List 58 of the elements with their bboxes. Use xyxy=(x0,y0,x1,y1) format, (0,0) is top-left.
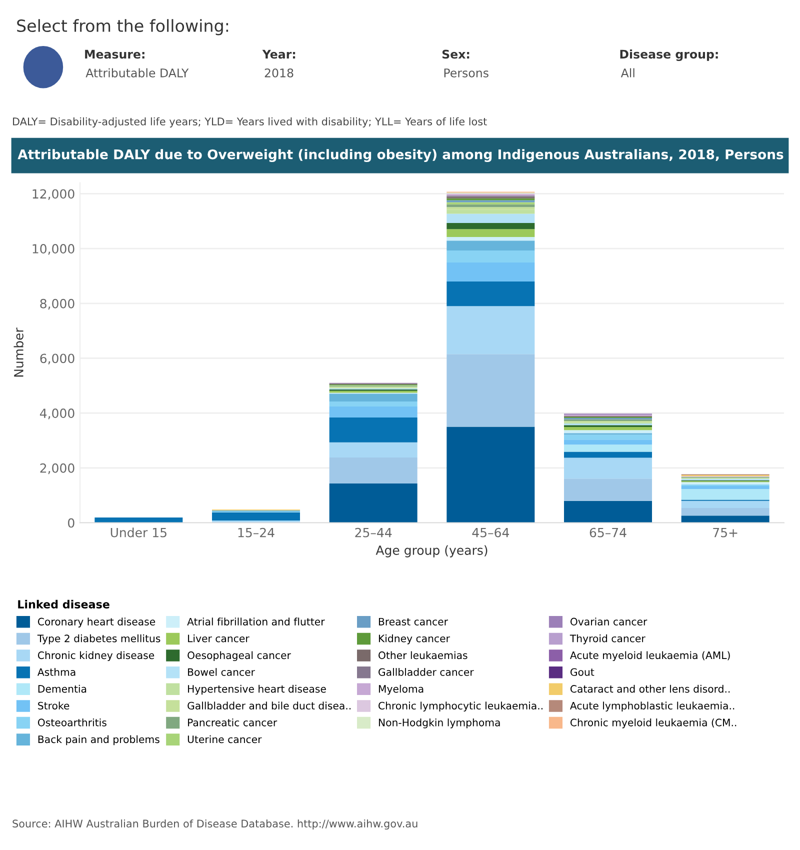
legend-label: Breast cancer xyxy=(378,618,448,626)
legend-label: Chronic lymphocytic leukaemia.. xyxy=(378,702,542,712)
y-tick-label: 4,000 xyxy=(40,408,74,420)
legend-label: Acute myeloid leukaemia (AML) xyxy=(570,651,730,662)
legend-label: Pancreatic cancer xyxy=(188,718,278,726)
legend-label: Uterine cancer xyxy=(188,735,262,744)
legend-label: Kidney cancer xyxy=(378,634,450,644)
legend-label: Oesophageal cancer xyxy=(188,651,291,662)
text: Persons xyxy=(444,68,488,78)
legend-label: Stroke xyxy=(38,702,70,710)
legend-label: Gout xyxy=(570,668,594,676)
legend-title: Linked disease xyxy=(18,600,110,608)
text: All xyxy=(620,68,634,78)
x-tick-label: 15–24 xyxy=(238,528,274,538)
legend-label: Asthma xyxy=(37,668,76,676)
text: Select from the following: xyxy=(17,19,228,36)
y-tick-label: 12,000 xyxy=(32,189,74,200)
legend-label: Dementia xyxy=(38,684,86,693)
legend-label: Coronary heart disease xyxy=(38,618,156,628)
legend-label: Chronic kidney disease xyxy=(38,651,154,662)
source-note: Source: AIHW Australian Burden of Disease Database. http://www.aihw.gov.au xyxy=(12,819,418,830)
y-tick-label: 10,000 xyxy=(32,244,74,255)
legend-label: Non-Hodgkin lymphoma xyxy=(378,718,500,728)
legend-label: Gallbladder and bile duct disea.. xyxy=(188,702,351,710)
y-tick-label: 0 xyxy=(68,518,74,528)
legend-label: Cataract and other lens disord.. xyxy=(570,684,730,693)
x-tick-label: 75+ xyxy=(713,528,738,538)
legend-label: Acute lymphoblastic leukaemia.. xyxy=(570,702,734,712)
legend-label: Other leukaemias xyxy=(378,651,468,660)
chart-title: Attributable DALY due to Overweight (including obesity) among Indigenous Australians, 2018, Persons xyxy=(18,149,784,162)
text: Measure: xyxy=(85,50,144,59)
x-tick-label: 65–74 xyxy=(590,528,626,538)
y-tick-label: 6,000 xyxy=(40,354,74,364)
x-axis-title: Age group (years) xyxy=(376,545,488,558)
legend-label: Thyroid cancer xyxy=(570,634,646,644)
text: Disease group: xyxy=(620,49,718,62)
y-tick-label: 8,000 xyxy=(40,298,74,310)
y-tick-label: 2,000 xyxy=(40,463,74,474)
legend-label: Chronic myeloid leukaemia (CM.. xyxy=(570,718,736,728)
legend-label: Myeloma xyxy=(378,684,424,695)
y-axis-title: Number xyxy=(14,328,24,377)
text: 2018 xyxy=(264,68,294,78)
x-tick-label: 25–44 xyxy=(355,528,392,538)
text: Attributable DALY xyxy=(86,68,189,78)
text: DALY= Disability-adjusted life years; YLD= Years lived with disability; YLL= Years of life lost xyxy=(13,117,487,128)
text: Year: xyxy=(262,50,296,59)
x-tick-label: 45–64 xyxy=(472,528,509,538)
legend-label: Bowel cancer xyxy=(188,668,255,676)
legend-label: Atrial fibrillation and flutter xyxy=(187,618,325,626)
legend-label: Type 2 diabetes mellitus xyxy=(37,634,160,644)
x-tick-label: Under 15 xyxy=(110,528,166,538)
legend-label: Back pain and problems xyxy=(38,735,160,746)
legend-label: Hypertensive heart disease xyxy=(188,684,326,695)
legend-label: Osteoarthritis xyxy=(38,718,106,726)
legend-label: Ovarian cancer xyxy=(570,618,648,626)
text: Sex: xyxy=(442,50,470,59)
legend-label: Gallbladder cancer xyxy=(378,668,474,676)
legend-label: Liver cancer xyxy=(188,634,250,642)
